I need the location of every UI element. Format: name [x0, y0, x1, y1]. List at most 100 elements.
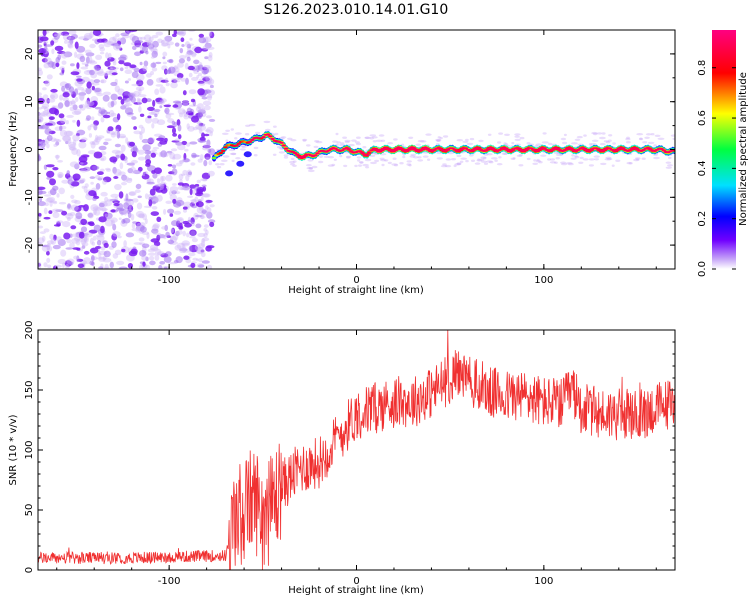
- halo-speck: [381, 163, 385, 167]
- noise-speck: [99, 208, 109, 211]
- noise-speck: [82, 178, 86, 183]
- halo-speck: [387, 142, 394, 145]
- noise-speck: [200, 196, 204, 201]
- noise-speck: [44, 79, 51, 87]
- halo-speck: [292, 160, 297, 163]
- noise-speck: [206, 211, 213, 219]
- noise-speck: [57, 238, 66, 247]
- noise-speck: [120, 135, 127, 139]
- noise-speck: [58, 173, 63, 179]
- noise-speck: [201, 48, 209, 52]
- snr-xlabel: Height of straight line (km): [288, 585, 424, 596]
- halo-speck: [272, 153, 277, 156]
- noise-speck: [65, 130, 74, 137]
- noise-speck: [165, 200, 172, 204]
- noise-speck: [185, 77, 189, 85]
- noise-speck: [87, 212, 94, 218]
- noise-speck: [116, 131, 121, 139]
- noise-speck: [201, 238, 206, 243]
- noise-speck: [197, 158, 203, 163]
- halo-speck: [436, 157, 443, 160]
- noise-speck: [148, 48, 158, 51]
- noise-speck: [115, 154, 120, 159]
- noise-speck: [92, 197, 97, 201]
- spectrogram-ylabel: Frequency (Hz): [8, 111, 19, 187]
- noise-speck: [188, 89, 197, 95]
- snr-series-line: [38, 330, 675, 570]
- noise-speck: [135, 183, 142, 190]
- noise-speck: [198, 33, 204, 38]
- noise-speck: [198, 36, 207, 44]
- noise-speck: [120, 153, 126, 161]
- colorbar-tick-label: 0.2: [697, 211, 708, 227]
- noise-speck: [86, 97, 91, 105]
- noise-speck: [168, 151, 172, 156]
- noise-speck: [61, 67, 65, 74]
- halo-speck: [487, 133, 492, 136]
- halo-speck: [358, 164, 362, 167]
- noise-speck: [103, 242, 109, 248]
- noise-speck: [117, 96, 123, 100]
- noise-speck: [93, 79, 100, 84]
- noise-speck: [157, 178, 161, 184]
- noise-speck: [73, 255, 79, 260]
- noise-speck: [197, 264, 205, 268]
- noise-speck: [104, 73, 108, 80]
- noise-speck: [193, 65, 199, 69]
- noise-speck: [163, 208, 167, 215]
- noise-speck: [98, 252, 102, 258]
- halo-speck: [479, 158, 485, 161]
- noise-speck: [141, 126, 145, 134]
- noise-speck: [59, 129, 68, 137]
- halo-speck: [307, 159, 314, 162]
- noise-speck: [107, 57, 115, 62]
- halo-speck: [359, 161, 364, 164]
- halo-speck: [437, 136, 441, 139]
- noise-speck: [196, 246, 205, 255]
- halo-speck: [518, 154, 523, 157]
- noise-speck: [46, 74, 53, 80]
- noise-speck: [39, 36, 49, 42]
- noise-speck: [184, 148, 189, 152]
- noise-speck: [198, 128, 203, 134]
- noise-speck: [103, 176, 112, 183]
- noise-speck: [42, 110, 50, 115]
- noise-speck: [61, 85, 66, 92]
- noise-speck: [48, 116, 55, 120]
- noise-speck: [124, 66, 129, 70]
- noise-speck: [57, 102, 64, 109]
- noise-speck: [38, 119, 42, 123]
- noise-speck: [102, 94, 110, 102]
- halo-speck: [566, 162, 573, 165]
- noise-speck: [38, 69, 43, 76]
- noise-speck: [107, 66, 117, 70]
- noise-speck: [171, 190, 177, 195]
- noise-speck: [57, 174, 62, 179]
- halo-speck: [369, 137, 375, 140]
- noise-speck: [177, 185, 186, 191]
- x-tick-label: 100: [534, 576, 553, 587]
- halo-speck: [636, 133, 644, 136]
- noise-speck: [43, 216, 51, 220]
- noise-speck: [104, 138, 112, 142]
- halo-speck: [328, 156, 334, 159]
- noise-speck: [98, 176, 104, 180]
- halo-speck: [365, 166, 370, 169]
- noise-speck: [144, 218, 148, 225]
- ridge-mark: [295, 153, 300, 156]
- y-tick-label: 50: [24, 504, 35, 517]
- noise-speck: [67, 216, 71, 222]
- noise-speck: [44, 45, 48, 52]
- y-tick-label: 0: [24, 146, 35, 152]
- noise-speck: [142, 65, 148, 72]
- halo-speck: [667, 164, 673, 167]
- halo-speck: [574, 155, 580, 159]
- halo-speck: [244, 133, 250, 136]
- halo-speck: [588, 143, 593, 146]
- noise-speck: [155, 84, 164, 87]
- ridge-mark: [576, 148, 581, 151]
- noise-speck: [78, 104, 84, 109]
- noise-speck: [169, 186, 179, 193]
- halo-speck: [644, 136, 650, 139]
